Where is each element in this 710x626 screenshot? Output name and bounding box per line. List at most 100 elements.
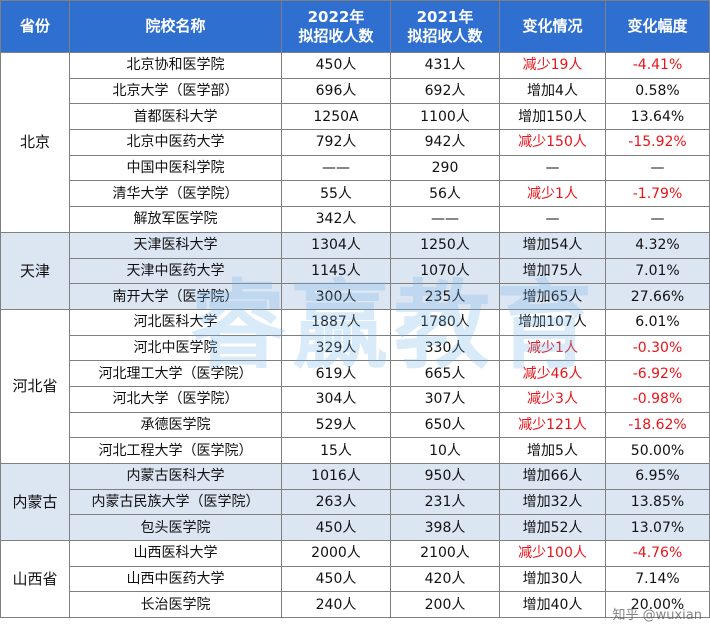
school-cell: 内蒙古医科大学 xyxy=(69,463,282,490)
pct-cell: -18.62% xyxy=(605,411,710,439)
header-school: 院校名称 xyxy=(69,0,282,53)
header-2022: 2022年 拟招收人数 xyxy=(281,0,391,53)
province-cell: 河北省 xyxy=(0,308,70,465)
count-2021-cell: 231人 xyxy=(390,488,500,516)
count-2022-cell: 792人 xyxy=(281,129,391,156)
count-2022-cell: 2000人 xyxy=(281,540,391,567)
table-body: 北京 北京协和医学院 450人 431人 减少19人 -4.41% 北京大学（医学部） 696… xyxy=(0,52,710,619)
pct-cell: 13.64% xyxy=(605,103,710,131)
table-row: 山西省 山西医科大学 2000人 2100人 减少100人 -4.76% xyxy=(0,540,710,619)
school-cell: 河北医科大学 xyxy=(69,308,282,336)
count-2021-cell: 307人 xyxy=(390,385,500,413)
count-2022-cell: 1145人 xyxy=(281,257,391,285)
count-2021-cell: 950人 xyxy=(390,463,500,490)
count-2021-cell: 1100人 xyxy=(390,103,500,131)
province-cell: 天津 xyxy=(0,231,70,310)
change-cell: 增加150人 xyxy=(499,103,606,131)
school-cell: 山西中医药大学 xyxy=(69,565,282,593)
table-row: 河北省 河北医科大学 1887人 1780人 增加107人 6.01% xyxy=(0,308,710,465)
table-row: 内蒙古 内蒙古医科大学 1016人 950人 增加66人 6.95% xyxy=(0,462,710,542)
count-2021-cell: 398人 xyxy=(390,514,500,542)
count-2022-cell: 1887人 xyxy=(281,308,391,336)
school-cell: 北京协和医学院 xyxy=(69,52,282,79)
count-2021-cell: 10人 xyxy=(390,437,500,464)
change-cell: 增加32人 xyxy=(499,488,606,516)
count-2022-cell: 263人 xyxy=(281,488,391,516)
header-change: 变化情况 xyxy=(499,0,606,53)
count-2022-cell: 1250A xyxy=(281,103,391,131)
school-cell: 河北中医学院 xyxy=(69,334,282,362)
count-2022-cell: 529人 xyxy=(281,411,391,439)
province-cell: 内蒙古 xyxy=(0,462,70,542)
pct-cell: -1.79% xyxy=(605,180,710,208)
school-cell: 天津中医药大学 xyxy=(69,257,282,285)
pct-cell: 0.58% xyxy=(605,77,710,105)
pct-cell: -4.41% xyxy=(605,52,710,79)
count-2021-cell: 290 xyxy=(390,154,500,182)
change-cell: 减少100人 xyxy=(499,540,606,567)
pct-cell: 13.07% xyxy=(605,514,710,542)
change-cell: 增加66人 xyxy=(499,463,606,490)
change-cell: 减少19人 xyxy=(499,52,606,79)
table-row: 河北中医学院 329人 330人 减少1人 -0.30% xyxy=(1,334,710,362)
count-2022-cell: 304人 xyxy=(281,385,391,413)
count-2021-cell: 1070人 xyxy=(390,257,500,285)
count-2022-cell: 696人 xyxy=(281,77,391,105)
count-2021-cell: 200人 xyxy=(390,591,500,619)
table-row: 承德医学院 529人 650人 减少121人 -18.62% xyxy=(1,411,710,439)
table-row: 南开大学（医学院） 300人 235人 增加65人 27.66% xyxy=(1,283,710,310)
school-cell: 北京大学（医学部） xyxy=(69,77,282,105)
change-cell: — xyxy=(499,154,606,182)
pct-cell: 20.00% xyxy=(605,591,710,619)
change-cell: 增加107人 xyxy=(499,308,606,336)
count-2021-cell: 665人 xyxy=(390,360,500,387)
school-cell: 承德医学院 xyxy=(69,411,282,439)
table-row: 河北工程大学（医学院） 15人 10人 增加5人 50.00% xyxy=(1,437,710,464)
school-cell: 天津医科大学 xyxy=(69,231,282,259)
count-2022-cell: 55人 xyxy=(281,180,391,208)
school-cell: 河北理工大学（医学院） xyxy=(69,360,282,387)
header-province: 省份 xyxy=(0,0,70,53)
school-cell: 河北工程大学（医学院） xyxy=(69,437,282,464)
pct-cell: 4.32% xyxy=(605,231,710,259)
count-2022-cell: 450人 xyxy=(281,52,391,79)
school-cell: 解放军医学院 xyxy=(69,206,282,233)
table-row: 解放军医学院 342人 —— — — xyxy=(1,206,710,233)
count-2021-cell: 420人 xyxy=(390,565,500,593)
school-cell: 南开大学（医学院） xyxy=(69,283,282,310)
table-row: 北京 北京协和医学院 450人 431人 减少19人 -4.41% xyxy=(0,52,710,233)
pct-cell: 13.85% xyxy=(605,488,710,516)
count-2022-cell: 300人 xyxy=(281,283,391,310)
count-2022-cell: 450人 xyxy=(281,514,391,542)
count-2021-cell: 235人 xyxy=(390,283,500,310)
table-row: 河北大学（医学院） 304人 307人 减少3人 -0.98% xyxy=(1,385,710,413)
table-row: 包头医学院 450人 398人 增加52人 13.07% xyxy=(1,514,710,542)
count-2021-cell: 2100人 xyxy=(390,540,500,567)
province-cell: 北京 xyxy=(0,52,70,233)
count-2021-cell: —— xyxy=(390,206,500,233)
count-2022-cell: 342人 xyxy=(281,206,391,233)
table-row: 北京中医药大学 792人 942人 减少150人 -15.92% xyxy=(1,129,710,156)
count-2022-cell: 15人 xyxy=(281,437,391,464)
change-cell: 减少150人 xyxy=(499,129,606,156)
school-cell: 山西医科大学 xyxy=(69,540,282,567)
pct-cell: — xyxy=(605,206,710,233)
pct-cell: -15.92% xyxy=(605,129,710,156)
count-2022-cell: 619人 xyxy=(281,360,391,387)
count-2022-cell: —— xyxy=(281,154,391,182)
change-cell: — xyxy=(499,206,606,233)
table-row: 天津 天津医科大学 1304人 1250人 增加54人 4.32% xyxy=(0,231,710,310)
change-cell: 增加5人 xyxy=(499,437,606,464)
pct-cell: 27.66% xyxy=(605,283,710,310)
change-cell: 增加75人 xyxy=(499,257,606,285)
table-row: 山西中医药大学 450人 420人 增加30人 7.14% xyxy=(1,565,710,593)
count-2021-cell: 431人 xyxy=(390,52,500,79)
change-cell: 增加30人 xyxy=(499,565,606,593)
count-2022-cell: 240人 xyxy=(281,591,391,619)
school-cell: 首都医科大学 xyxy=(69,103,282,131)
pct-cell: 50.00% xyxy=(605,437,710,464)
count-2021-cell: 942人 xyxy=(390,129,500,156)
province-cell: 山西省 xyxy=(0,540,70,619)
count-2021-cell: 1780人 xyxy=(390,308,500,336)
